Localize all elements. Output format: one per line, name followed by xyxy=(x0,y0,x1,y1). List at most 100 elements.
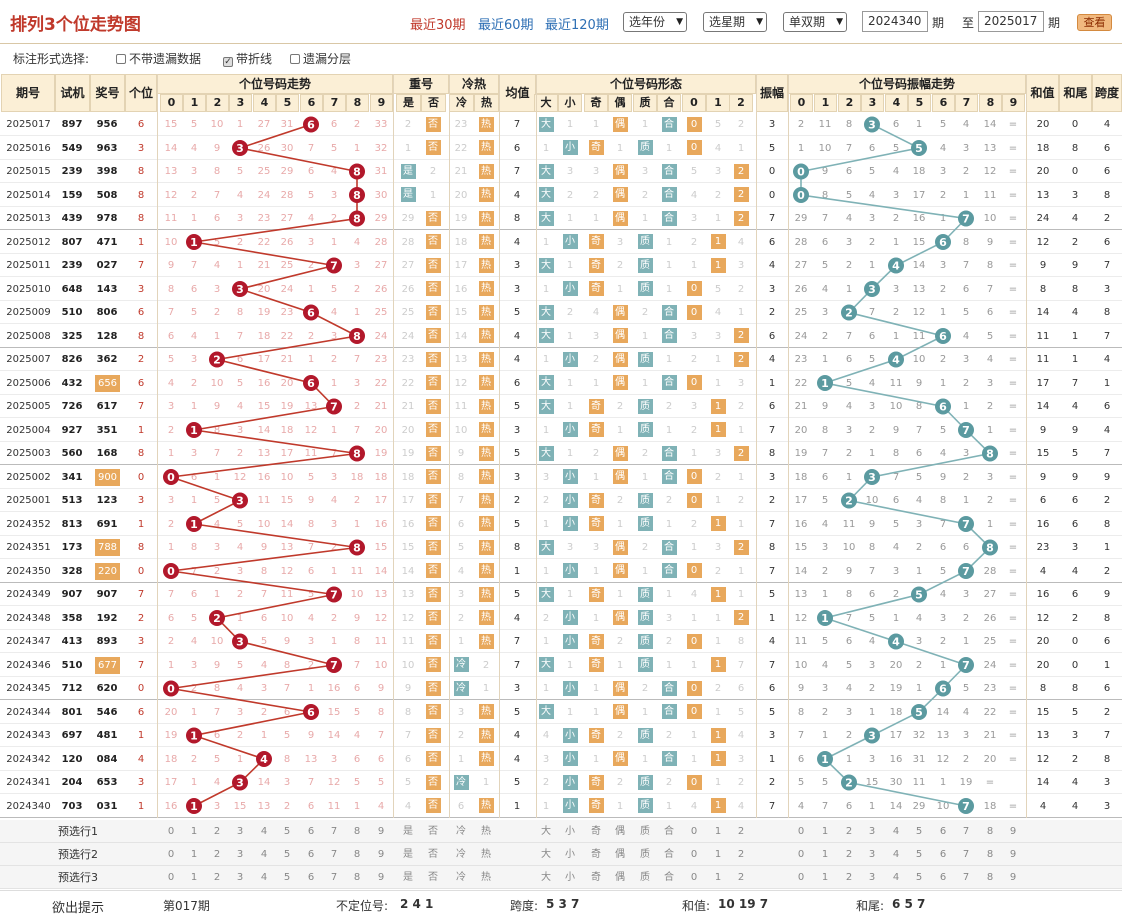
preselect-shape[interactable]: 合 xyxy=(664,872,674,883)
preselect-amp-digit[interactable]: 1 xyxy=(821,849,829,860)
option-polyline[interactable]: ✓ 带折线 xyxy=(223,50,272,67)
preselect-shape[interactable]: 0 xyxy=(690,872,698,883)
preselect-shape[interactable]: 0 xyxy=(690,849,698,860)
preselect-amp-digit[interactable]: 0 xyxy=(797,872,805,883)
preselect-shape[interactable]: 0 xyxy=(690,826,698,837)
preselect-shape[interactable]: 1 xyxy=(714,872,722,883)
recent-120-link[interactable]: 最近120期 xyxy=(545,18,609,33)
view-button[interactable]: 查看 xyxy=(1077,14,1112,31)
checkbox-checked-icon[interactable]: ✓ xyxy=(223,57,233,67)
preselect-shape[interactable]: 大 xyxy=(541,849,551,860)
preselect-shape[interactable]: 偶 xyxy=(615,826,625,837)
preselect-digit[interactable]: 1 xyxy=(190,826,198,837)
preselect-amp-digit[interactable]: 2 xyxy=(845,849,853,860)
preselect-shape[interactable]: 质 xyxy=(640,826,650,837)
preselect-digit[interactable]: 6 xyxy=(307,849,315,860)
preselect-digit[interactable]: 2 xyxy=(213,849,221,860)
preselect-shape[interactable]: 2 xyxy=(737,872,745,883)
preselect-digit[interactable]: 0 xyxy=(167,849,175,860)
preselect-shape[interactable]: 奇 xyxy=(591,872,601,883)
checkbox-icon[interactable] xyxy=(290,54,300,64)
preselect-amp-digit[interactable]: 7 xyxy=(962,826,970,837)
preselect-digit[interactable]: 6 xyxy=(307,872,315,883)
preselect-hot[interactable]: 冷 xyxy=(456,826,466,837)
recent-60-link[interactable]: 最近60期 xyxy=(478,18,534,33)
preselect-amp-digit[interactable]: 5 xyxy=(915,826,923,837)
preselect-shape[interactable]: 小 xyxy=(565,826,575,837)
preselect-shape[interactable]: 质 xyxy=(640,849,650,860)
week-select[interactable]: 选星期 xyxy=(703,12,767,32)
preselect-amp-digit[interactable]: 6 xyxy=(939,826,947,837)
preselect-amp-digit[interactable]: 4 xyxy=(892,849,900,860)
preselect-shape[interactable]: 小 xyxy=(565,872,575,883)
preselect-shape[interactable]: 偶 xyxy=(615,872,625,883)
preselect-digit[interactable]: 4 xyxy=(260,849,268,860)
preselect-digit[interactable]: 1 xyxy=(190,849,198,860)
preselect-amp-digit[interactable]: 3 xyxy=(868,826,876,837)
option-layered[interactable]: 遗漏分层 xyxy=(290,50,351,67)
preselect-shape[interactable]: 合 xyxy=(664,826,674,837)
option-no-missing[interactable]: 不带遗漏数据 xyxy=(116,50,201,67)
preselect-shape[interactable]: 偶 xyxy=(615,849,625,860)
preselect-repeat[interactable]: 否 xyxy=(428,849,438,860)
preselect-shape[interactable]: 小 xyxy=(565,849,575,860)
preselect-digit[interactable]: 0 xyxy=(167,872,175,883)
preselect-repeat[interactable]: 是 xyxy=(403,826,413,837)
preselect-shape[interactable]: 1 xyxy=(714,826,722,837)
preselect-digit[interactable]: 8 xyxy=(353,872,361,883)
preselect-digit[interactable]: 7 xyxy=(330,872,338,883)
preselect-digit[interactable]: 1 xyxy=(190,872,198,883)
preselect-amp-digit[interactable]: 8 xyxy=(986,826,994,837)
recent-30-link[interactable]: 最近30期 xyxy=(410,18,466,33)
preselect-amp-digit[interactable]: 8 xyxy=(986,849,994,860)
parity-select[interactable]: 单双期 xyxy=(783,12,847,32)
preselect-repeat[interactable]: 否 xyxy=(428,872,438,883)
preselect-digit[interactable]: 4 xyxy=(260,826,268,837)
preselect-shape[interactable]: 1 xyxy=(714,849,722,860)
preselect-digit[interactable]: 7 xyxy=(330,826,338,837)
preselect-amp-digit[interactable]: 6 xyxy=(939,872,947,883)
preselect-digit[interactable]: 5 xyxy=(283,826,291,837)
preselect-amp-digit[interactable]: 4 xyxy=(892,872,900,883)
preselect-hot[interactable]: 热 xyxy=(481,826,491,837)
preselect-shape[interactable]: 合 xyxy=(664,849,674,860)
preselect-amp-digit[interactable]: 5 xyxy=(915,872,923,883)
preselect-digit[interactable]: 9 xyxy=(377,872,385,883)
preselect-digit[interactable]: 5 xyxy=(283,872,291,883)
year-select[interactable]: 选年份 xyxy=(623,12,687,32)
preselect-hot[interactable]: 冷 xyxy=(456,872,466,883)
preselect-hot[interactable]: 热 xyxy=(481,849,491,860)
preselect-amp-digit[interactable]: 8 xyxy=(986,872,994,883)
to-issue-input[interactable]: 2025017 xyxy=(978,11,1044,32)
preselect-amp-digit[interactable]: 2 xyxy=(845,826,853,837)
preselect-shape[interactable]: 质 xyxy=(640,872,650,883)
preselect-digit[interactable]: 2 xyxy=(213,826,221,837)
preselect-digit[interactable]: 4 xyxy=(260,872,268,883)
preselect-shape[interactable]: 大 xyxy=(541,872,551,883)
preselect-repeat[interactable]: 否 xyxy=(428,826,438,837)
preselect-amp-digit[interactable]: 7 xyxy=(962,849,970,860)
preselect-amp-digit[interactable]: 9 xyxy=(1009,872,1017,883)
from-issue-input[interactable]: 2024340 xyxy=(862,11,928,32)
preselect-digit[interactable]: 6 xyxy=(307,826,315,837)
preselect-hot[interactable]: 冷 xyxy=(456,849,466,860)
preselect-amp-digit[interactable]: 6 xyxy=(939,849,947,860)
preselect-amp-digit[interactable]: 1 xyxy=(821,826,829,837)
preselect-amp-digit[interactable]: 2 xyxy=(845,872,853,883)
preselect-repeat[interactable]: 是 xyxy=(403,872,413,883)
preselect-shape[interactable]: 2 xyxy=(737,826,745,837)
preselect-digit[interactable]: 9 xyxy=(377,826,385,837)
checkbox-icon[interactable] xyxy=(116,54,126,64)
preselect-repeat[interactable]: 是 xyxy=(403,849,413,860)
preselect-amp-digit[interactable]: 4 xyxy=(892,826,900,837)
preselect-amp-digit[interactable]: 9 xyxy=(1009,826,1017,837)
preselect-digit[interactable]: 3 xyxy=(236,826,244,837)
preselect-digit[interactable]: 7 xyxy=(330,849,338,860)
preselect-digit[interactable]: 3 xyxy=(236,872,244,883)
preselect-shape[interactable]: 奇 xyxy=(591,826,601,837)
preselect-amp-digit[interactable]: 9 xyxy=(1009,849,1017,860)
preselect-digit[interactable]: 5 xyxy=(283,849,291,860)
preselect-digit[interactable]: 9 xyxy=(377,849,385,860)
preselect-digit[interactable]: 8 xyxy=(353,849,361,860)
preselect-amp-digit[interactable]: 3 xyxy=(868,849,876,860)
